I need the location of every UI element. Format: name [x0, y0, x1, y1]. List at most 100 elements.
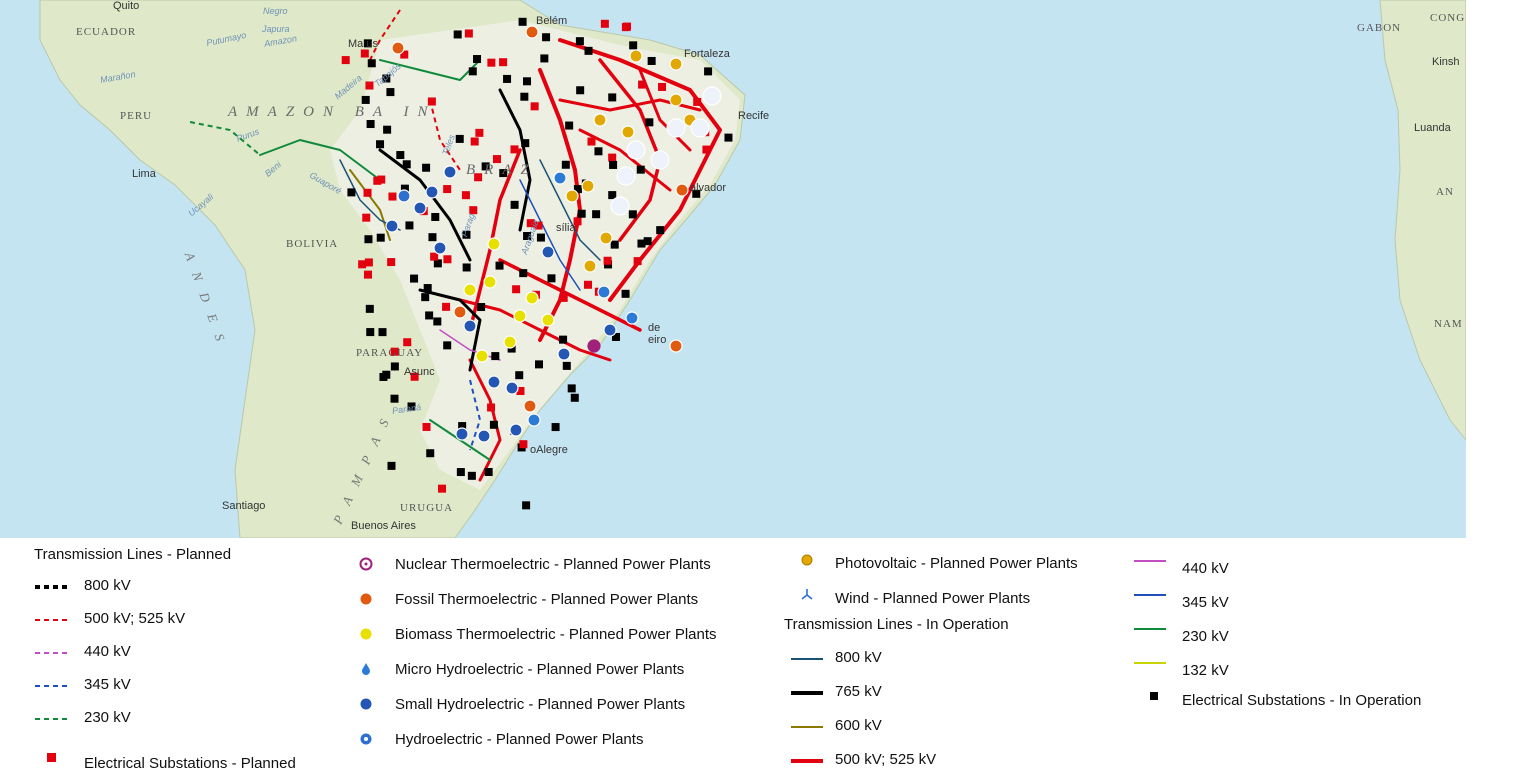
plant-microhydro-marker: [553, 171, 567, 185]
substation-operation: [382, 74, 391, 83]
substation-operation: [382, 370, 391, 379]
substation-operation: [467, 471, 476, 480]
substation-operation: [407, 402, 416, 411]
operating-line-swatch: [1134, 628, 1166, 630]
substation-operation: [422, 163, 431, 172]
substation-planned: [693, 97, 702, 106]
substation-operation: [491, 352, 500, 361]
plant-smallhydro-marker: [385, 219, 399, 233]
plant-wind-marker: [666, 118, 686, 138]
operating-line: [498, 88, 532, 232]
substation-operation: [347, 188, 356, 197]
substation-planned: [526, 219, 535, 228]
substation-operation: [577, 209, 586, 218]
plant-microhydro-marker: [597, 285, 611, 299]
substation-operation: [562, 361, 571, 370]
river-negro: Negro: [263, 6, 288, 16]
plant-smallhydro-marker: [505, 381, 519, 395]
substation-operation: [363, 39, 372, 48]
legend-plant-label: Fossil Thermoelectric - Planned Power Pl…: [395, 591, 699, 608]
substation-planned: [461, 191, 470, 200]
substation-planned: [573, 217, 582, 226]
substation-operation: [361, 95, 370, 104]
plant-biomass-marker: [463, 283, 477, 297]
substation-operation: [692, 189, 701, 198]
city-salvador: alvador: [690, 182, 727, 194]
substation-operation: [477, 303, 486, 312]
legend-planned-lines-title: Transmission Lines - Planned: [34, 546, 232, 563]
flame-icon: [360, 593, 372, 605]
operating-line-swatch: [791, 658, 823, 660]
plant-biomass-marker: [541, 313, 555, 327]
plant-nuclear-marker: [587, 339, 601, 353]
plant-smallhydro-marker: [455, 427, 469, 441]
legend-planned-line-label: 345 kV: [84, 676, 131, 693]
label-amazon-basin: AMAZON BA IN: [228, 104, 437, 120]
substation-operation: [400, 184, 409, 193]
planned-line-swatch-800: [35, 585, 67, 589]
substation-operation: [489, 420, 498, 429]
substation-operation: [405, 221, 414, 230]
substation-operation: [433, 259, 442, 268]
label-paraguay: PARAGUAY: [356, 347, 424, 359]
substation-planned: [487, 58, 496, 67]
substation-planned: [365, 81, 374, 90]
substation-operation: [520, 92, 529, 101]
substation-operation: [455, 134, 464, 143]
substation-operation-icon: [1150, 692, 1158, 700]
plant-smallhydro-marker: [463, 319, 477, 333]
substation-operation: [609, 160, 618, 169]
substation-operation: [621, 289, 630, 298]
substation-planned-icon: [47, 753, 56, 762]
substation-planned: [430, 252, 439, 261]
substation-planned: [390, 347, 399, 356]
planned-line-swatch-500525: [35, 619, 67, 621]
city-santiago: Santiago: [222, 500, 266, 512]
substation-operation: [523, 77, 532, 86]
substation-operation: [536, 233, 545, 242]
power-plants-layer: [385, 25, 722, 443]
substation-planned: [702, 145, 711, 154]
substation-operation: [647, 56, 656, 65]
plant-fossil-marker: [525, 25, 539, 39]
plant-smallhydro-marker: [603, 323, 617, 337]
substation-operation: [386, 88, 395, 97]
operating-line: [539, 159, 601, 261]
legend-plant-label: Hydroelectric - Planned Power Plants: [395, 731, 644, 748]
substation-operation: [468, 67, 477, 76]
substation-operation: [410, 274, 419, 283]
substation-operation: [510, 200, 519, 209]
substation-operation: [515, 371, 524, 380]
plant-sun-marker: [593, 113, 607, 127]
substation-planned: [608, 153, 617, 162]
legend-planned-line-label: 440 kV: [84, 643, 131, 660]
planned-line-swatch-440: [35, 652, 67, 654]
legend-plant-label: Small Hydroelectric - Planned Power Plan…: [395, 696, 686, 713]
substation-operation: [518, 17, 527, 26]
substation-operation: [376, 233, 385, 242]
plant-smallhydro-marker: [557, 347, 571, 361]
substation-operation: [367, 59, 376, 68]
substation-operation: [519, 269, 528, 278]
plant-smallhydro-marker: [487, 375, 501, 389]
operating-line-swatch: [1134, 560, 1166, 562]
plant-smallhydro-marker: [509, 423, 523, 437]
plant-wind-marker: [616, 166, 636, 186]
planned-line: [469, 379, 482, 451]
legend-operating-line-label: 765 kV: [835, 683, 882, 700]
substation-planned: [530, 102, 539, 111]
substation-operation: [547, 274, 556, 283]
substation-operation: [645, 118, 654, 127]
substation-planned: [443, 185, 452, 194]
substation-operation: [522, 501, 531, 510]
legend-plant-label: Biomass Thermoelectric - Planned Power P…: [395, 626, 717, 643]
substation-operation: [423, 284, 432, 293]
label-angola: AN: [1436, 186, 1454, 198]
plant-sun-marker: [565, 189, 579, 203]
biomass-icon: [360, 628, 372, 640]
operating-line-swatch: [791, 759, 823, 763]
city-rio: de eiro: [648, 322, 667, 346]
substation-operation: [495, 261, 504, 270]
map-view[interactable]: ECUADOR PERU BOLIVIA PARAGUAY URUGUA BRA…: [0, 0, 1466, 538]
legend-operating-line-label: 440 kV: [1182, 560, 1229, 577]
